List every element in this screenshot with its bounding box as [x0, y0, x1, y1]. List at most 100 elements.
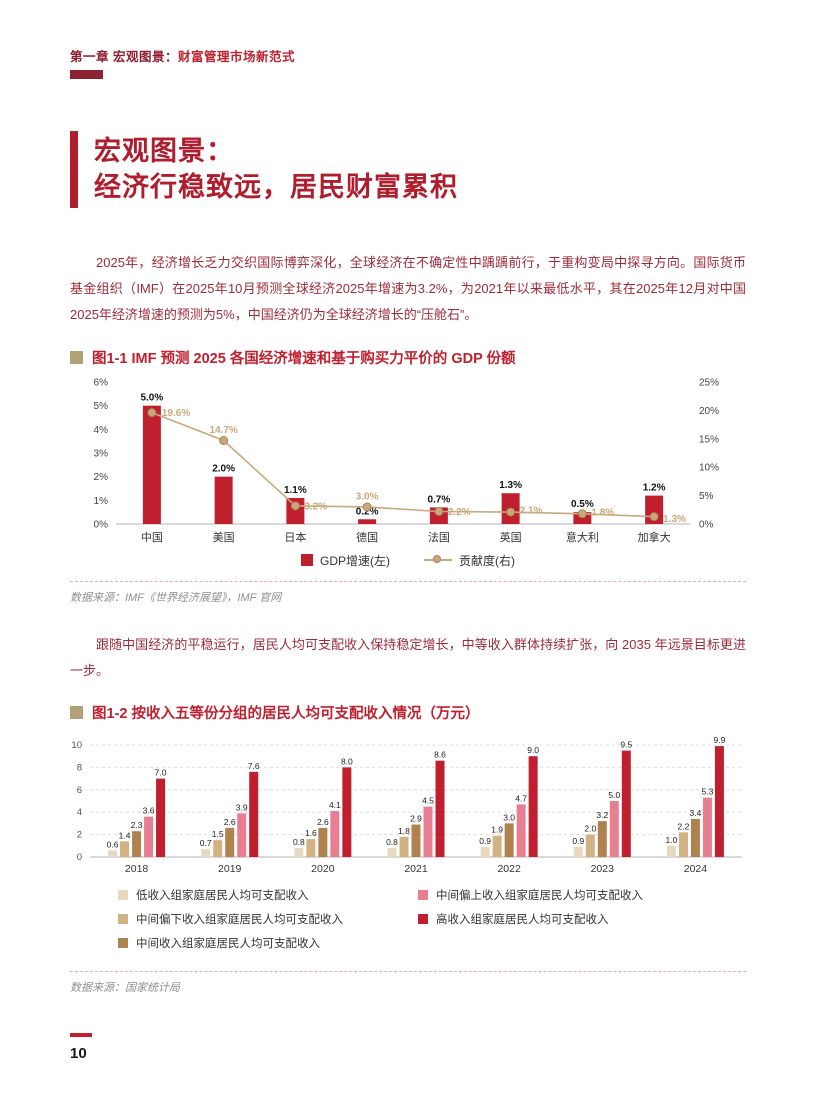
- series-swatch-icon: [418, 913, 428, 924]
- line-swatch-dot: [433, 555, 441, 564]
- line-marker-icon: [362, 502, 372, 512]
- chart-text: 2019: [218, 863, 242, 875]
- page-footer: 10: [70, 1033, 92, 1062]
- income-bar: [702, 797, 712, 857]
- income-bar: [621, 750, 631, 857]
- income-bar: [480, 846, 490, 857]
- legend-label: 中间偏上收入组家庭居民人均可支配收入: [436, 889, 643, 902]
- chart-text: 0.7: [200, 838, 212, 848]
- legend-item: 低收入组家庭居民人均可支配收入: [118, 887, 418, 903]
- chart-text: 1.1%: [284, 485, 307, 496]
- page-title-line2: 经济行稳致远，居民财富累积: [94, 172, 458, 203]
- chart-text: 加拿大: [638, 530, 671, 544]
- figure2-legend: 低收入组家庭居民人均可支配收入 中间偏下收入组家庭居民人均可支配收入中间收入组家庭…: [70, 887, 746, 951]
- chart-text: 意大利: [566, 530, 599, 544]
- series-swatch-icon: [118, 913, 128, 924]
- title-accent-rule: [70, 131, 78, 208]
- income-bar: [132, 831, 142, 857]
- chart-text: 2.9: [410, 813, 422, 823]
- income-bar: [342, 767, 352, 857]
- chapter-label: 第一章 宏观图景：: [70, 50, 178, 64]
- legend-column: 低收入组家庭居民人均可支配收入 中间偏下收入组家庭居民人均可支配收入中间收入组家庭…: [118, 887, 418, 951]
- chart-text: 5.0%: [140, 393, 163, 404]
- chart-text: 4.1: [329, 800, 341, 810]
- chart-text: 0.5%: [571, 499, 594, 510]
- chart-text: 2021: [404, 863, 428, 875]
- chart-text: 日本: [284, 530, 306, 544]
- legend-item: 高收入组家庭居民人均可支配收入: [418, 911, 643, 927]
- income-bar: [528, 756, 538, 857]
- chart-text: 3%: [94, 448, 109, 459]
- gdp-bar: [142, 405, 161, 524]
- legend-item: 中间偏下收入组家庭居民人均可支配收入: [118, 911, 418, 927]
- chart-text: 1.9: [491, 825, 503, 835]
- chart-text: 2.1%: [520, 505, 543, 516]
- income-bar: [690, 818, 700, 857]
- chart-text: 0.6: [107, 839, 119, 849]
- line-swatch-icon: [424, 555, 452, 565]
- chart-text: 8: [77, 762, 82, 773]
- chart-text: 1.4: [119, 830, 131, 840]
- figure1-chart: 0% 1% 2% 3% 4% 5% 6% 0% 5% 10% 15% 20% 25% 中国 美国 日本 德国 法国…: [94, 377, 720, 544]
- line-marker-icon: [219, 435, 229, 445]
- figure1-title-text: 图1-1 IMF 预测 2025 各国经济增速和基于购买力平价的 GDP 份额: [92, 350, 516, 367]
- chart-text: 3.0: [503, 812, 515, 822]
- page-title-line1: 宏观图景：: [94, 136, 234, 166]
- income-bar: [399, 836, 409, 857]
- chart-text: 中国: [141, 531, 163, 544]
- income-bar: [120, 841, 130, 857]
- chapter-header: 第一章 宏观图景：财富管理市场新范式: [70, 0, 746, 65]
- chart-text: 2018: [125, 863, 149, 875]
- chart-text: 5.0: [608, 790, 620, 800]
- chart-text: 英国: [500, 530, 522, 544]
- figure1-legend: GDP增速(左) 贡献度(右): [70, 552, 746, 569]
- line-marker-icon: [506, 507, 516, 517]
- chart-text: 3.2%: [304, 501, 327, 512]
- section-title-block: 宏观图景： 经济行稳致远，居民财富累积: [70, 131, 746, 208]
- chart-text: 4%: [94, 425, 109, 436]
- chart-text: 2%: [94, 472, 109, 483]
- income-bar: [387, 847, 397, 857]
- page-title: 宏观图景： 经济行稳致远，居民财富累积: [94, 131, 458, 208]
- chart-text: 25%: [699, 377, 719, 388]
- chart-text: 3.4: [690, 808, 702, 818]
- figure2-chart: 0 2 4 6 8 10 2018 2019 2020 2021 2022 2023 2024 0.6 0.…: [71, 735, 742, 875]
- report-page: 第一章 宏观图景：财富管理市场新范式 宏观图景： 经济行稳致远，居民财富累积 20…: [70, 0, 746, 1062]
- figure2-chart-container: 0 2 4 6 8 10 2018 2019 2020 2021 2022 2023 2024 0.6 0.…: [70, 735, 746, 879]
- income-bar: [585, 834, 595, 857]
- income-bar: [504, 823, 514, 857]
- chart-text: 0%: [699, 519, 714, 530]
- chart-text: 6%: [94, 377, 109, 388]
- income-bar: [573, 846, 583, 857]
- income-bar: [714, 745, 724, 857]
- income-bar: [678, 832, 688, 857]
- series-swatch-icon: [118, 937, 128, 948]
- chart-text: 1.2%: [643, 482, 666, 493]
- chart-text: 0%: [94, 519, 109, 530]
- legend-label: 中间收入组家庭居民人均可支配收入: [136, 937, 320, 950]
- figure2-title-text: 图1-2 按收入五等份分组的居民人均可支配收入情况（万元）: [92, 705, 480, 722]
- chart-text: 9.9: [714, 735, 726, 745]
- chart-text: 2.2: [678, 821, 690, 831]
- chart-text: 1.3%: [663, 514, 686, 525]
- chart-text: 5%: [699, 491, 714, 502]
- chart-text: 4.5: [422, 795, 434, 805]
- chart-text: 9.5: [620, 739, 632, 749]
- income-bar: [423, 806, 433, 857]
- chart-text: 8.6: [434, 750, 446, 760]
- chart-text: 8.0: [341, 756, 353, 766]
- income-bar: [213, 840, 223, 857]
- chart-text: 2.6: [224, 817, 236, 827]
- legend-item-gdp: GDP增速(左): [301, 552, 390, 569]
- chart-text: 0.2%: [356, 506, 379, 517]
- chart-text: 19.6%: [162, 408, 190, 419]
- income-bar: [609, 800, 619, 857]
- chart-text: 7.6: [248, 761, 260, 771]
- income-bar: [597, 821, 607, 857]
- chart-text: 2.0: [584, 823, 596, 833]
- income-bar: [318, 827, 328, 857]
- income-bar: [225, 827, 235, 857]
- gdp-bar: [286, 497, 305, 524]
- legend-column: 中间偏上收入组家庭居民人均可支配收入高收入组家庭居民人均可支配收入: [418, 887, 643, 951]
- chart-text: 2020: [311, 863, 335, 875]
